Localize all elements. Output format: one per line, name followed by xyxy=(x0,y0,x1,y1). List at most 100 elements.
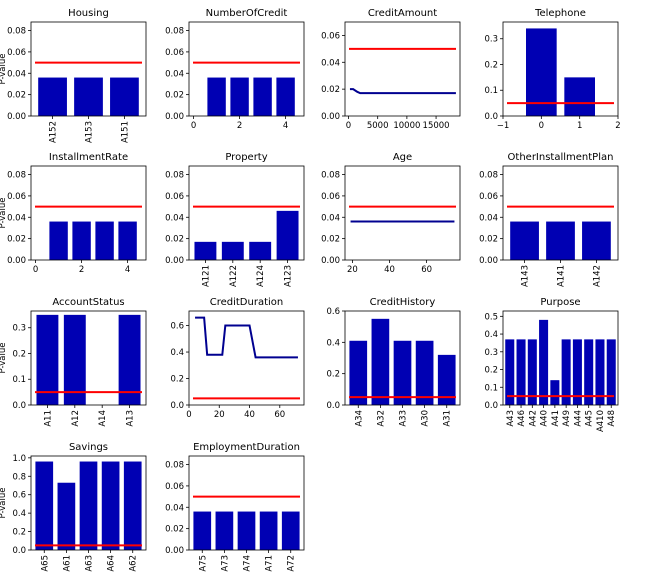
y-tick-label: 0.06 xyxy=(165,48,184,58)
x-tick-label: −1 xyxy=(497,121,510,131)
chart-title: Housing xyxy=(68,8,109,19)
x-tick-label: A11 xyxy=(43,410,53,427)
y-axis-label: P-value xyxy=(0,198,8,229)
y-tick-label: 0.00 xyxy=(165,546,184,556)
x-tick-label: A62 xyxy=(129,555,139,572)
bar xyxy=(393,340,412,405)
plot-frame xyxy=(188,165,305,261)
y-tick-label: 0.02 xyxy=(165,525,184,535)
y-tick-label: 0.1 xyxy=(12,375,26,385)
bar xyxy=(38,77,67,116)
plot-frame xyxy=(502,310,619,406)
bar xyxy=(253,77,272,116)
y-tick-label: 0.00 xyxy=(321,256,340,266)
x-tick-label: 5000 xyxy=(367,121,389,131)
y-tick-label: 0.1 xyxy=(484,383,498,393)
bar xyxy=(207,77,226,116)
y-tick-label: 0.4 xyxy=(326,338,340,348)
bar xyxy=(221,241,244,260)
y-tick-label: 0.3 xyxy=(12,324,26,334)
bar xyxy=(582,221,611,260)
x-tick-label: A65 xyxy=(40,555,50,572)
subplot-EmploymentDuration: EmploymentDuration 0.00 0.02 0.04 0.06 0.08 A7… xyxy=(165,442,305,572)
y-tick-label: 0.0 xyxy=(326,401,340,411)
chart-title: CreditHistory xyxy=(370,297,436,308)
bar xyxy=(259,511,278,550)
bar xyxy=(564,77,595,116)
x-tick-label: A121 xyxy=(201,265,211,287)
y-tick-label: 0.06 xyxy=(7,48,26,58)
y-tick-label: 0.02 xyxy=(7,235,26,245)
x-tick-label: A46 xyxy=(517,410,527,427)
x-tick-label: A153 xyxy=(85,121,95,143)
chart-title: CreditAmount xyxy=(368,8,437,19)
x-tick-label: 0 xyxy=(346,121,351,131)
subplot-Telephone: Telephone 0.0 0.1 0.2 0.3 −1 0 1 2 xyxy=(484,8,620,131)
bar xyxy=(505,339,515,405)
x-tick-label: 2 xyxy=(237,121,242,131)
x-tick-label: 0 xyxy=(539,121,544,131)
bar xyxy=(249,241,272,260)
x-tick-label: A141 xyxy=(557,265,567,287)
bar xyxy=(110,77,139,116)
bar xyxy=(35,461,54,550)
y-tick-label: 0.4 xyxy=(484,330,498,340)
bar xyxy=(281,511,300,550)
x-tick-label: A64 xyxy=(107,555,117,572)
y-tick-label: 0.04 xyxy=(321,213,340,223)
bar xyxy=(550,380,560,405)
bar xyxy=(193,511,212,550)
y-tick-label: 0.4 xyxy=(170,348,184,358)
bar xyxy=(57,482,76,550)
subplot-AccountStatus: AccountStatus P-value 0.0 0.1 0.2 0.3 A11 A12 A1… xyxy=(0,297,147,427)
x-tick-label: A75 xyxy=(198,555,208,572)
x-tick-label: A63 xyxy=(85,555,95,572)
y-tick-label: 0.00 xyxy=(7,112,26,122)
bar xyxy=(230,77,249,116)
bar xyxy=(36,314,59,405)
bar xyxy=(437,354,456,405)
bar xyxy=(595,339,605,405)
x-tick-label: 4 xyxy=(125,265,130,275)
bar xyxy=(118,221,137,260)
y-tick-label: 0.2 xyxy=(326,370,340,380)
x-tick-label: A32 xyxy=(376,410,386,427)
y-tick-label: 0.2 xyxy=(484,366,498,376)
y-tick-label: 0.3 xyxy=(484,35,498,45)
subplot-CreditAmount: CreditAmount 0.00 0.02 0.04 0.06 0 5000 10000 15… xyxy=(321,8,461,131)
bar xyxy=(237,511,256,550)
plot-frame xyxy=(344,21,461,117)
x-tick-label: A44 xyxy=(573,410,583,427)
x-tick-label: A71 xyxy=(265,555,275,572)
y-tick-label: 0.2 xyxy=(12,349,26,359)
bar xyxy=(516,339,526,405)
plot-frame xyxy=(30,310,147,406)
subplot-Housing: Housing P-value 0.00 0.02 0.04 0.06 0.08 A152 A1… xyxy=(0,8,147,143)
bar xyxy=(510,221,539,260)
y-tick-label: 1.0 xyxy=(12,454,26,464)
bar xyxy=(215,511,234,550)
series-line xyxy=(349,88,456,95)
x-tick-label: A34 xyxy=(354,410,364,427)
y-tick-label: 0.0 xyxy=(484,112,498,122)
x-tick-label: A152 xyxy=(49,121,59,143)
x-tick-label: A31 xyxy=(443,410,453,427)
y-tick-label: 0.1 xyxy=(484,86,498,96)
chart-title: Property xyxy=(225,152,267,163)
x-tick-label: A74 xyxy=(243,555,253,572)
subplot-Property: Property 0.00 0.02 0.04 0.06 0.08 A121 A122 A124… xyxy=(165,152,305,287)
bar xyxy=(118,314,141,405)
y-tick-label: 0.04 xyxy=(165,503,184,513)
x-tick-label: A42 xyxy=(528,410,538,427)
y-tick-label: 0.02 xyxy=(165,91,184,101)
y-tick-label: 0.02 xyxy=(479,235,498,245)
y-axis-label: P-value xyxy=(0,488,8,519)
bar xyxy=(527,339,537,405)
x-tick-label: A123 xyxy=(284,265,294,287)
y-tick-label: 0.04 xyxy=(165,69,184,79)
y-tick-label: 0.04 xyxy=(479,213,498,223)
bar xyxy=(415,340,434,405)
x-tick-label: 20 xyxy=(347,265,358,275)
y-tick-label: 0.5 xyxy=(484,312,498,322)
